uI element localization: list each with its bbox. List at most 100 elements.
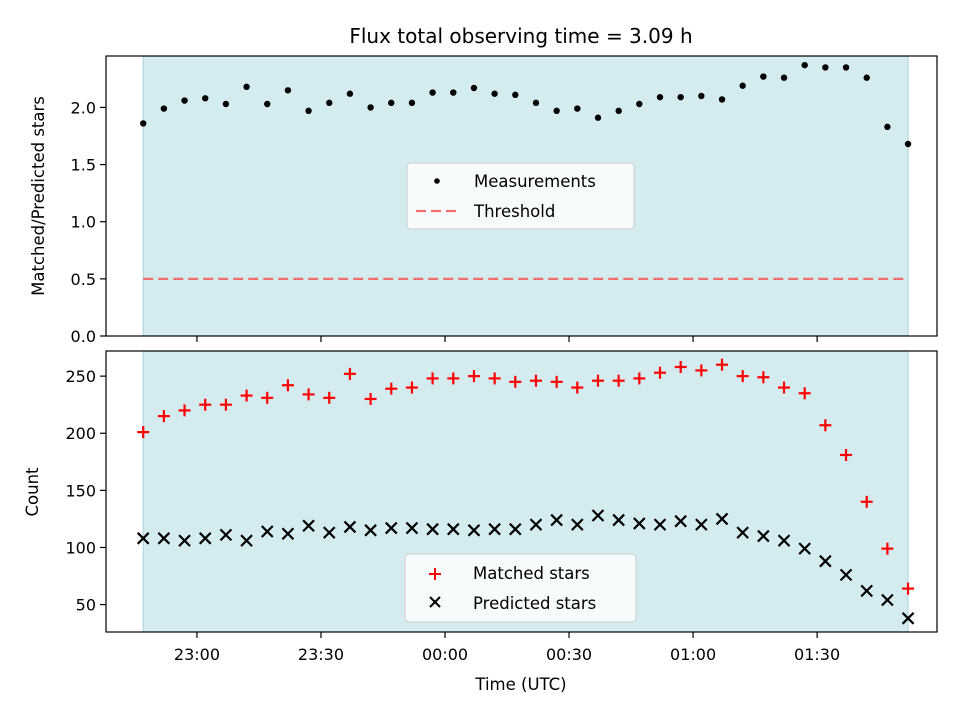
legend-predicted-marker: [429, 596, 441, 608]
predicted-star-point: [509, 522, 522, 536]
measurement-point: [408, 99, 416, 107]
matched-star-point: [778, 381, 791, 394]
measurement-point: [698, 92, 705, 100]
measurement-point: [656, 93, 664, 101]
predicted-star-point: [467, 524, 481, 537]
matched-star-point: [281, 379, 294, 392]
measurement-point: [140, 120, 147, 127]
predicted-star-point: [571, 518, 584, 531]
predicted-star-point: [736, 526, 749, 539]
predicted-star-point: [695, 518, 708, 531]
predicted-star-point: [860, 584, 873, 598]
predicted-star-point: [281, 527, 295, 541]
predicted-star-point: [322, 526, 336, 539]
legend-matched-marker: [429, 568, 441, 580]
measurement-point: [863, 74, 870, 81]
top-panel: Flux total observing time = 3.09 h 0.00.…: [29, 24, 938, 346]
top-y-tick-label: 1.5: [71, 156, 96, 175]
predicted-star-point: [715, 512, 729, 526]
matched-star-point: [323, 391, 336, 404]
matched-star-point: [591, 374, 604, 387]
measurement-point: [594, 114, 602, 121]
top-legend: Measurements Threshold: [406, 162, 635, 230]
matched-star-point: [488, 372, 501, 385]
matched-star-point: [819, 419, 832, 432]
predicted-star-point: [302, 519, 315, 533]
predicted-star-point: [343, 520, 357, 534]
measurement-point: [553, 107, 560, 115]
matched-star-point: [550, 375, 563, 388]
measurement-point: [491, 90, 498, 97]
predicted-star-point: [901, 612, 915, 625]
predicted-star-point: [157, 532, 171, 545]
bottom-frame: [105, 350, 938, 633]
measurement-point: [904, 140, 912, 148]
measurement-point: [388, 99, 395, 107]
matched-star-point: [674, 360, 687, 373]
matched-star-point: [447, 372, 460, 385]
matched-star-point: [261, 391, 274, 404]
legend-measurements-label: Measurements: [474, 172, 596, 191]
matched-star-point: [178, 404, 191, 417]
predicted-star-point: [447, 522, 460, 536]
legend-matched-label: Matched stars: [473, 564, 590, 583]
top-y-tick-label: 1.0: [71, 213, 96, 232]
measurement-point: [305, 107, 312, 115]
predicted-star-point: [839, 568, 853, 582]
matched-star-point: [695, 364, 708, 377]
predicted-star-points: [136, 509, 915, 625]
matched-star-point: [654, 366, 666, 379]
matched-star-point: [467, 370, 480, 383]
predicted-star-point: [198, 532, 212, 545]
predicted-star-point: [178, 534, 191, 547]
bottom-x-tick-label: 01:00: [670, 645, 716, 664]
top-y-tick-label: 0.0: [71, 327, 96, 346]
predicted-star-point: [591, 509, 605, 522]
predicted-star-point: [757, 529, 770, 543]
bottom-y-tick-label: 250: [65, 367, 96, 386]
matched-star-point: [757, 371, 770, 384]
matched-star-point: [736, 370, 749, 383]
top-y-tick-label: 2.0: [71, 98, 96, 117]
matched-star-point: [137, 426, 150, 439]
bottom-y-tick-label: 200: [65, 424, 96, 443]
predicted-star-point: [240, 534, 253, 547]
matched-star-point: [798, 387, 811, 400]
predicted-star-point: [777, 534, 791, 547]
measurement-point: [615, 107, 622, 115]
matched-star-point: [860, 495, 873, 508]
matched-star-point: [612, 374, 625, 387]
bottom-x-tick-label: 00:00: [422, 645, 468, 664]
matched-star-point: [840, 448, 853, 461]
measurement-point: [718, 96, 726, 103]
bottom-y-ticks: 50 100 150 200 250: [65, 367, 106, 615]
matched-star-point: [343, 367, 356, 380]
predicted-star-point: [260, 525, 274, 538]
predicted-star-point: [384, 521, 398, 535]
bottom-x-axis-label: Time (UTC): [474, 675, 566, 694]
predicted-star-point: [819, 554, 832, 568]
matched-star-point: [902, 582, 915, 595]
measurement-point: [822, 64, 829, 71]
measurement-point: [181, 97, 188, 104]
bottom-panel: 50 100 150 200 250 23:00 23:30 00:00 00:30 01:00…: [23, 350, 938, 694]
measurement-point: [346, 90, 354, 97]
bottom-x-tick-label: 01:30: [794, 645, 840, 664]
predicted-star-point: [529, 518, 543, 531]
measurement-point: [367, 104, 374, 111]
bottom-legend: Matched stars Predicted stars: [404, 553, 637, 623]
measurement-point: [677, 93, 684, 101]
predicted-star-point: [633, 517, 646, 530]
matched-star-point: [385, 382, 398, 395]
legend-threshold-label: Threshold: [473, 202, 555, 221]
top-x-ticks: [196, 336, 818, 342]
matched-star-point: [199, 398, 212, 411]
matched-star-point: [240, 389, 253, 402]
measurement-point: [574, 105, 581, 112]
bottom-legend-box: [404, 553, 637, 623]
bottom-y-axis-label: Count: [23, 467, 42, 517]
measurement-point: [284, 87, 292, 94]
measurement-point: [243, 83, 250, 91]
matched-star-point: [633, 372, 646, 385]
predicted-star-point: [550, 513, 563, 527]
